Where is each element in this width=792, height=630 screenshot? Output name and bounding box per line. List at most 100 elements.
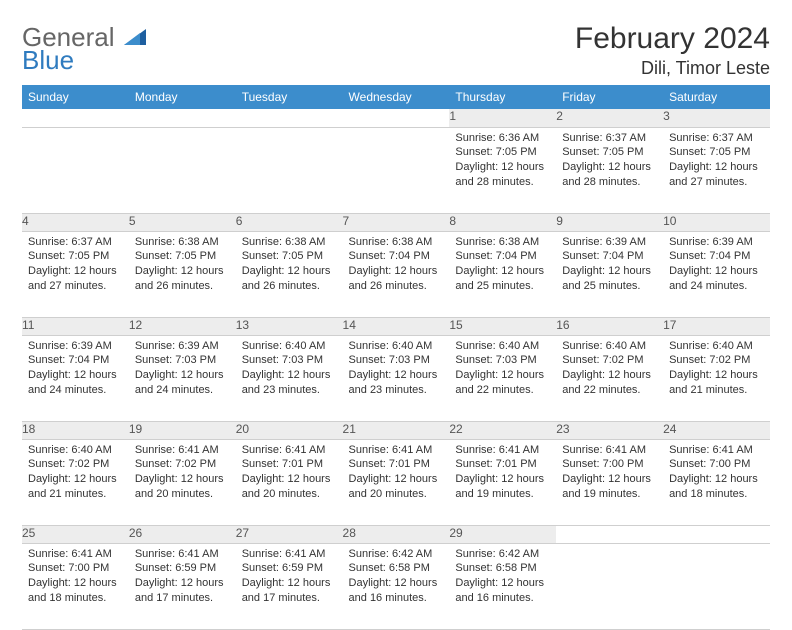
sunrise-text: Sunrise: 6:38 AM	[455, 235, 550, 250]
weekday-header: Monday	[129, 85, 236, 109]
sunset-text: Sunset: 6:58 PM	[349, 561, 444, 576]
sunrise-text: Sunrise: 6:39 AM	[669, 235, 764, 250]
day-number-cell: 18	[22, 421, 129, 439]
day-number-cell: 2	[556, 109, 663, 127]
day-detail-cell: Sunrise: 6:40 AMSunset: 7:02 PMDaylight:…	[556, 335, 663, 421]
day-detail-cell: Sunrise: 6:37 AMSunset: 7:05 PMDaylight:…	[22, 231, 129, 317]
day-details: Sunrise: 6:39 AMSunset: 7:04 PMDaylight:…	[22, 336, 129, 402]
calendar-body: 123Sunrise: 6:36 AMSunset: 7:05 PMDaylig…	[22, 109, 770, 629]
day-number-cell: 9	[556, 213, 663, 231]
day-number-cell: 19	[129, 421, 236, 439]
day-details: Sunrise: 6:40 AMSunset: 7:03 PMDaylight:…	[449, 336, 556, 402]
day-detail-cell: Sunrise: 6:41 AMSunset: 7:00 PMDaylight:…	[22, 543, 129, 629]
day-number-cell: 29	[449, 525, 556, 543]
sunrise-text: Sunrise: 6:42 AM	[349, 547, 444, 562]
daylight-text: Daylight: 12 hours and 17 minutes.	[242, 576, 337, 606]
day-number-cell: 27	[236, 525, 343, 543]
day-number-cell: 23	[556, 421, 663, 439]
sunrise-text: Sunrise: 6:41 AM	[28, 547, 123, 562]
day-number-cell: 1	[449, 109, 556, 127]
day-detail-cell: Sunrise: 6:36 AMSunset: 7:05 PMDaylight:…	[449, 127, 556, 213]
daylight-text: Daylight: 12 hours and 18 minutes.	[669, 472, 764, 502]
day-detail-cell: Sunrise: 6:40 AMSunset: 7:03 PMDaylight:…	[343, 335, 450, 421]
daylight-text: Daylight: 12 hours and 26 minutes.	[135, 264, 230, 294]
day-detail-cell	[663, 543, 770, 629]
day-detail-row: Sunrise: 6:41 AMSunset: 7:00 PMDaylight:…	[22, 543, 770, 629]
day-detail-cell	[129, 127, 236, 213]
day-detail-row: Sunrise: 6:36 AMSunset: 7:05 PMDaylight:…	[22, 127, 770, 213]
daylight-text: Daylight: 12 hours and 27 minutes.	[28, 264, 123, 294]
day-details: Sunrise: 6:41 AMSunset: 7:01 PMDaylight:…	[449, 440, 556, 506]
daylight-text: Daylight: 12 hours and 18 minutes.	[28, 576, 123, 606]
sunset-text: Sunset: 7:02 PM	[135, 457, 230, 472]
day-number-row: 18192021222324	[22, 421, 770, 439]
daylight-text: Daylight: 12 hours and 20 minutes.	[242, 472, 337, 502]
day-detail-cell: Sunrise: 6:40 AMSunset: 7:02 PMDaylight:…	[663, 335, 770, 421]
day-details: Sunrise: 6:40 AMSunset: 7:03 PMDaylight:…	[236, 336, 343, 402]
sunrise-text: Sunrise: 6:37 AM	[28, 235, 123, 250]
sunrise-text: Sunrise: 6:40 AM	[28, 443, 123, 458]
day-number-cell: 4	[22, 213, 129, 231]
sunrise-text: Sunrise: 6:40 AM	[349, 339, 444, 354]
daylight-text: Daylight: 12 hours and 23 minutes.	[242, 368, 337, 398]
day-detail-cell: Sunrise: 6:38 AMSunset: 7:04 PMDaylight:…	[449, 231, 556, 317]
day-details: Sunrise: 6:41 AMSunset: 6:59 PMDaylight:…	[236, 544, 343, 610]
day-details: Sunrise: 6:40 AMSunset: 7:02 PMDaylight:…	[22, 440, 129, 506]
day-number-row: 2526272829	[22, 525, 770, 543]
day-number-cell: 16	[556, 317, 663, 335]
location-label: Dili, Timor Leste	[575, 58, 770, 79]
sunset-text: Sunset: 7:05 PM	[135, 249, 230, 264]
day-details: Sunrise: 6:37 AMSunset: 7:05 PMDaylight:…	[663, 128, 770, 194]
sunset-text: Sunset: 7:05 PM	[562, 145, 657, 160]
day-detail-cell: Sunrise: 6:41 AMSunset: 7:00 PMDaylight:…	[663, 439, 770, 525]
day-details: Sunrise: 6:41 AMSunset: 7:00 PMDaylight:…	[22, 544, 129, 610]
sunrise-text: Sunrise: 6:39 AM	[562, 235, 657, 250]
daylight-text: Daylight: 12 hours and 22 minutes.	[562, 368, 657, 398]
day-detail-cell: Sunrise: 6:39 AMSunset: 7:04 PMDaylight:…	[556, 231, 663, 317]
sunset-text: Sunset: 7:00 PM	[28, 561, 123, 576]
sunset-text: Sunset: 7:00 PM	[669, 457, 764, 472]
sunrise-text: Sunrise: 6:40 AM	[669, 339, 764, 354]
day-details: Sunrise: 6:40 AMSunset: 7:02 PMDaylight:…	[556, 336, 663, 402]
day-detail-cell: Sunrise: 6:41 AMSunset: 6:59 PMDaylight:…	[129, 543, 236, 629]
calendar-table: SundayMondayTuesdayWednesdayThursdayFrid…	[22, 85, 770, 630]
sunrise-text: Sunrise: 6:38 AM	[349, 235, 444, 250]
day-detail-row: Sunrise: 6:37 AMSunset: 7:05 PMDaylight:…	[22, 231, 770, 317]
day-details: Sunrise: 6:41 AMSunset: 7:02 PMDaylight:…	[129, 440, 236, 506]
day-detail-cell: Sunrise: 6:40 AMSunset: 7:02 PMDaylight:…	[22, 439, 129, 525]
day-number-cell: 5	[129, 213, 236, 231]
weekday-header: Saturday	[663, 85, 770, 109]
day-detail-cell: Sunrise: 6:39 AMSunset: 7:04 PMDaylight:…	[22, 335, 129, 421]
daylight-text: Daylight: 12 hours and 21 minutes.	[28, 472, 123, 502]
sunrise-text: Sunrise: 6:40 AM	[455, 339, 550, 354]
sunset-text: Sunset: 7:03 PM	[349, 353, 444, 368]
calendar-header: SundayMondayTuesdayWednesdayThursdayFrid…	[22, 85, 770, 109]
day-number-cell: 13	[236, 317, 343, 335]
logo-triangle-icon	[124, 29, 146, 47]
sunset-text: Sunset: 7:04 PM	[562, 249, 657, 264]
sunset-text: Sunset: 7:03 PM	[242, 353, 337, 368]
sunset-text: Sunset: 7:03 PM	[455, 353, 550, 368]
day-details: Sunrise: 6:41 AMSunset: 7:01 PMDaylight:…	[343, 440, 450, 506]
day-detail-cell: Sunrise: 6:38 AMSunset: 7:05 PMDaylight:…	[236, 231, 343, 317]
day-details: Sunrise: 6:42 AMSunset: 6:58 PMDaylight:…	[343, 544, 450, 610]
day-details: Sunrise: 6:39 AMSunset: 7:03 PMDaylight:…	[129, 336, 236, 402]
daylight-text: Daylight: 12 hours and 24 minutes.	[669, 264, 764, 294]
sunrise-text: Sunrise: 6:40 AM	[242, 339, 337, 354]
sunrise-text: Sunrise: 6:41 AM	[135, 443, 230, 458]
day-number-cell	[663, 525, 770, 543]
day-detail-cell: Sunrise: 6:39 AMSunset: 7:03 PMDaylight:…	[129, 335, 236, 421]
day-number-cell: 15	[449, 317, 556, 335]
day-number-cell: 21	[343, 421, 450, 439]
day-details: Sunrise: 6:41 AMSunset: 6:59 PMDaylight:…	[129, 544, 236, 610]
day-detail-cell: Sunrise: 6:42 AMSunset: 6:58 PMDaylight:…	[343, 543, 450, 629]
daylight-text: Daylight: 12 hours and 16 minutes.	[455, 576, 550, 606]
sunrise-text: Sunrise: 6:37 AM	[562, 131, 657, 146]
day-number-cell: 12	[129, 317, 236, 335]
day-number-cell: 3	[663, 109, 770, 127]
weekday-header: Thursday	[449, 85, 556, 109]
sunrise-text: Sunrise: 6:41 AM	[562, 443, 657, 458]
sunset-text: Sunset: 7:05 PM	[455, 145, 550, 160]
day-number-cell: 10	[663, 213, 770, 231]
day-detail-cell: Sunrise: 6:41 AMSunset: 6:59 PMDaylight:…	[236, 543, 343, 629]
